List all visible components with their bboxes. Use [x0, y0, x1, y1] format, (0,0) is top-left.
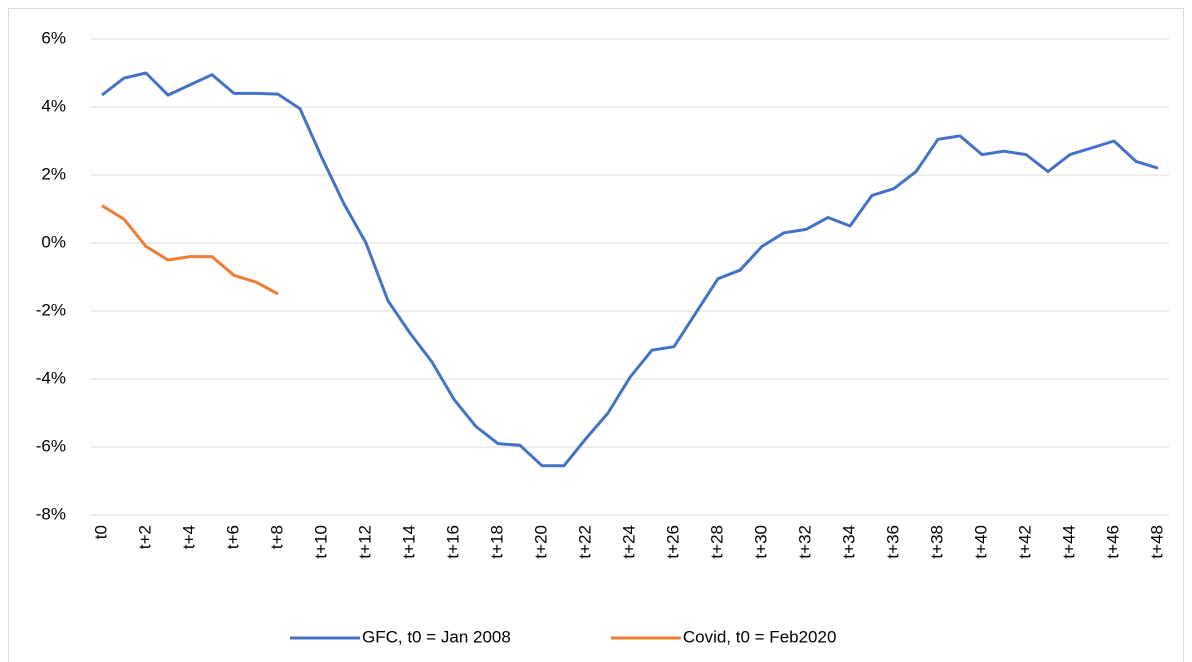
x-tick-label: t+10	[311, 525, 330, 559]
x-tick-label: t+22	[575, 525, 594, 559]
x-tick-label: t+6	[223, 525, 242, 549]
x-tick-label: t+40	[971, 525, 990, 559]
x-tick-label: t+18	[487, 525, 506, 559]
x-tick-label: t+38	[927, 525, 946, 559]
y-tick-label: 2%	[41, 164, 66, 183]
x-tick-label: t+32	[795, 525, 814, 559]
y-tick-label: 6%	[41, 28, 66, 47]
x-tick-label: t+42	[1015, 525, 1034, 559]
x-tick-label: t+4	[179, 525, 198, 549]
x-tick-label: t+8	[267, 525, 286, 549]
x-tick-label: t+46	[1103, 525, 1122, 559]
y-tick-label: 4%	[41, 96, 66, 115]
legend-label: GFC, t0 = Jan 2008	[362, 627, 511, 646]
y-tick-label: -4%	[36, 368, 66, 387]
data-line	[101, 204, 279, 296]
y-tick-label: -6%	[36, 436, 66, 455]
x-tick-label: t+16	[443, 525, 462, 559]
y-tick-label: 0%	[41, 232, 66, 251]
chart-border	[8, 8, 1184, 662]
x-tick-label: t+20	[531, 525, 550, 559]
legend-label: Covid, t0 = Feb2020	[683, 627, 837, 646]
x-tick-label: t+26	[663, 525, 682, 559]
x-tick-label: t0	[91, 525, 110, 539]
x-tick-label: t+28	[707, 525, 726, 559]
x-tick-label: t+30	[751, 525, 770, 559]
data-line	[101, 71, 1159, 468]
x-tick-label: t+12	[355, 525, 374, 559]
y-tick-label: -8%	[36, 504, 66, 523]
x-tick-label: t+36	[883, 525, 902, 559]
y-tick-label: -2%	[36, 300, 66, 319]
x-tick-label: t+48	[1147, 525, 1166, 559]
x-tick-label: t+14	[399, 525, 418, 559]
x-tick-label: t+2	[135, 525, 154, 549]
x-tick-label: t+44	[1059, 525, 1078, 559]
x-tick-label: t+34	[839, 525, 858, 559]
x-tick-label: t+24	[619, 525, 638, 559]
